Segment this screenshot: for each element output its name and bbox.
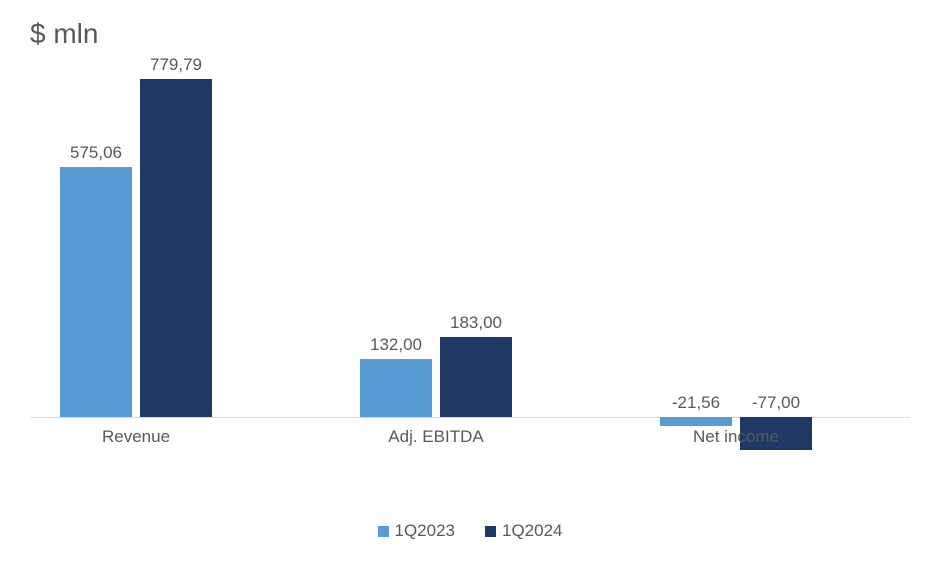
bar-label-1Q2024-Revenue: 779,79 <box>116 55 236 75</box>
legend-item-1q2023: 1Q2023 <box>378 521 456 541</box>
bar-1Q2024-Adj. EBITDA <box>440 337 512 416</box>
legend: 1Q2023 1Q2024 <box>0 521 940 541</box>
bar-1Q2024-Revenue <box>140 79 212 417</box>
legend-item-1q2024: 1Q2024 <box>485 521 563 541</box>
bar-label-1Q2024-Net income: -77,00 <box>716 393 836 413</box>
bar-1Q2023-Revenue <box>60 167 132 416</box>
category-label-Adj. EBITDA: Adj. EBITDA <box>326 427 546 447</box>
bar-label-1Q2023-Adj. EBITDA: 132,00 <box>336 335 456 355</box>
legend-label-1q2023: 1Q2023 <box>395 521 456 541</box>
legend-label-1q2024: 1Q2024 <box>502 521 563 541</box>
chart-container: $ mln 575,06779,79Revenue132,00183,00Adj… <box>0 0 940 563</box>
group-revenue: 575,06779,79Revenue <box>60 70 280 460</box>
bar-1Q2023-Adj. EBITDA <box>360 359 432 416</box>
category-label-Revenue: Revenue <box>26 427 246 447</box>
legend-swatch-1q2023 <box>378 526 389 537</box>
bar-1Q2023-Net income <box>660 417 732 426</box>
bar-label-1Q2024-Adj. EBITDA: 183,00 <box>416 313 536 333</box>
category-label-Net income: Net income <box>626 427 846 447</box>
group-adj-ebitda: 132,00183,00Adj. EBITDA <box>360 70 580 460</box>
chart-title: $ mln <box>30 18 98 50</box>
plot-area: 575,06779,79Revenue132,00183,00Adj. EBIT… <box>30 70 910 460</box>
legend-swatch-1q2024 <box>485 526 496 537</box>
group-net-income: -21,56-77,00Net income <box>660 70 880 460</box>
bar-label-1Q2023-Revenue: 575,06 <box>36 143 156 163</box>
